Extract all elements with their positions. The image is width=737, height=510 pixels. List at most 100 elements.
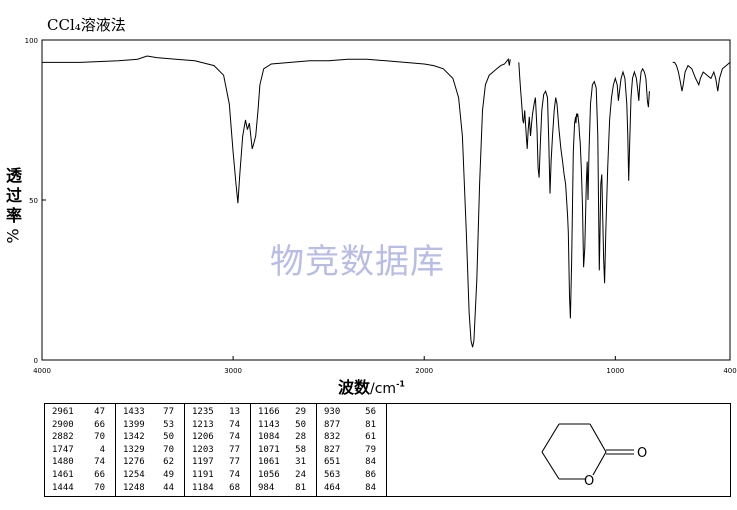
peak-transmittance: 29 [295, 407, 306, 417]
peak-row: 1071 58 [251, 444, 316, 457]
peak-wavenumber: 651 [324, 457, 341, 468]
x-tick-label: 1000 [606, 367, 624, 375]
peak-transmittance: 74 [229, 469, 240, 480]
chart-title: CCl₄溶液法 [47, 16, 126, 34]
peak-transmittance: 84 [365, 457, 376, 468]
peak-column: 1433 77 1399 53 1342 50 1329 70 1276 62 1254 49 1248… [116, 404, 185, 496]
peak-row: 1329 70 [116, 444, 184, 457]
peak-row: 1197 77 [185, 456, 250, 469]
peak-wavenumber: 1203 [192, 444, 214, 455]
peak-wavenumber: 832 [324, 432, 341, 443]
peak-row: 930 56 [317, 406, 386, 419]
peak-row: 1248 44 [116, 482, 184, 495]
peak-transmittance: 47 [94, 407, 105, 417]
peak-row: 1203 77 [185, 444, 250, 457]
peak-transmittance: 84 [365, 482, 376, 493]
peak-wavenumber: 1071 [258, 444, 280, 455]
peak-transmittance: 58 [295, 444, 306, 455]
peak-row: 1191 74 [185, 469, 250, 482]
spectrum-line [672, 61, 731, 92]
peak-wavenumber: 984 [258, 482, 275, 493]
peak-transmittance: 56 [365, 407, 376, 417]
peak-transmittance: 70 [163, 444, 174, 455]
peak-transmittance: 62 [163, 457, 174, 468]
peak-transmittance: 81 [365, 419, 376, 430]
x-tick-label: 2000 [415, 367, 433, 375]
x-axis-unit-exponent: -1 [396, 379, 405, 389]
y-axis-unit: % [3, 228, 23, 244]
peak-transmittance: 81 [295, 482, 306, 493]
peak-column: 2961 47 2900 66 2882 70 1747 4 1480 74 1461 66 1444 7… [45, 404, 116, 496]
peak-transmittance: 66 [94, 469, 105, 480]
peak-transmittance: 70 [94, 482, 105, 493]
peak-wavenumber: 1206 [192, 432, 214, 443]
x-tick-label: 3000 [224, 367, 242, 375]
peak-wavenumber: 1084 [258, 432, 280, 443]
peak-wavenumber: 1166 [258, 407, 280, 417]
peak-row: 1480 74 [45, 456, 115, 469]
peak-wavenumber: 1191 [192, 469, 214, 480]
peak-row: 1433 77 [116, 406, 184, 419]
molecule-structure: O O [541, 423, 647, 489]
peak-wavenumber: 464 [324, 482, 341, 493]
peak-transmittance: 44 [163, 482, 174, 493]
spectrum-series [42, 55, 731, 348]
peak-row: 1184 68 [185, 482, 250, 495]
peak-transmittance: 31 [295, 457, 306, 468]
peak-wavenumber: 1747 [52, 444, 74, 455]
peak-wavenumber: 1433 [123, 407, 145, 417]
spectrum-line [518, 62, 650, 319]
peak-row: 984 81 [251, 482, 316, 495]
peak-wavenumber: 877 [324, 419, 341, 430]
peak-wavenumber: 1254 [123, 469, 145, 480]
peak-transmittance: 50 [295, 419, 306, 430]
peak-row: 1276 62 [116, 456, 184, 469]
y-tick-label: 0 [34, 357, 38, 365]
peak-transmittance: 53 [163, 419, 174, 430]
peak-transmittance: 77 [229, 457, 240, 468]
peak-wavenumber: 1056 [258, 469, 280, 480]
y-tick-label: 100 [25, 37, 38, 45]
peak-transmittance: 74 [229, 419, 240, 430]
peak-wavenumber: 1143 [258, 419, 280, 430]
peak-wavenumber: 1235 [192, 407, 214, 417]
peak-row: 1399 53 [116, 419, 184, 432]
peak-wavenumber: 1197 [192, 457, 214, 468]
peak-wavenumber: 1248 [123, 482, 145, 493]
peak-row: 1213 74 [185, 419, 250, 432]
peak-wavenumber: 563 [324, 469, 341, 480]
peak-row: 651 84 [317, 456, 386, 469]
peak-transmittance: 79 [365, 444, 376, 455]
peak-wavenumber: 1480 [52, 457, 74, 468]
x-axis-unit: /cm [370, 381, 397, 397]
peak-row: 877 81 [317, 419, 386, 432]
y-tick-label: 50 [29, 197, 38, 205]
peak-row: 1061 31 [251, 456, 316, 469]
spectrum-line [42, 55, 511, 348]
peak-wavenumber: 1276 [123, 457, 145, 468]
peak-transmittance: 68 [229, 482, 240, 493]
peak-column: 930 56 877 81 832 61 827 79 651 84 563 86 464 84 [317, 404, 387, 496]
x-axis-label-text: 波数 [338, 378, 371, 397]
peak-wavenumber: 1184 [192, 482, 214, 493]
peak-row: 1084 28 [251, 431, 316, 444]
peak-column: 1235 13 1213 74 1206 74 1203 77 1197 77 1191 74 1184… [185, 404, 251, 496]
watermark-text: 物竞数据库 [270, 242, 445, 282]
ring-oxygen-label: O [584, 474, 594, 489]
peak-row: 1235 13 [185, 406, 250, 419]
peak-column: 1166 29 1143 50 1084 28 1071 58 1061 31 1056 24 984 8… [251, 404, 317, 496]
peak-row: 1747 4 [45, 444, 115, 457]
peak-wavenumber: 1342 [123, 432, 145, 443]
peak-row: 464 84 [317, 482, 386, 495]
peak-transmittance: 66 [94, 419, 105, 430]
peak-transmittance: 86 [365, 469, 376, 480]
peak-wavenumber: 1329 [123, 444, 145, 455]
peak-row: 1166 29 [251, 406, 316, 419]
peak-transmittance: 74 [94, 457, 105, 468]
peak-transmittance: 49 [163, 469, 174, 480]
peak-row: 1206 74 [185, 431, 250, 444]
peak-row: 1143 50 [251, 419, 316, 432]
peak-transmittance: 74 [229, 432, 240, 443]
